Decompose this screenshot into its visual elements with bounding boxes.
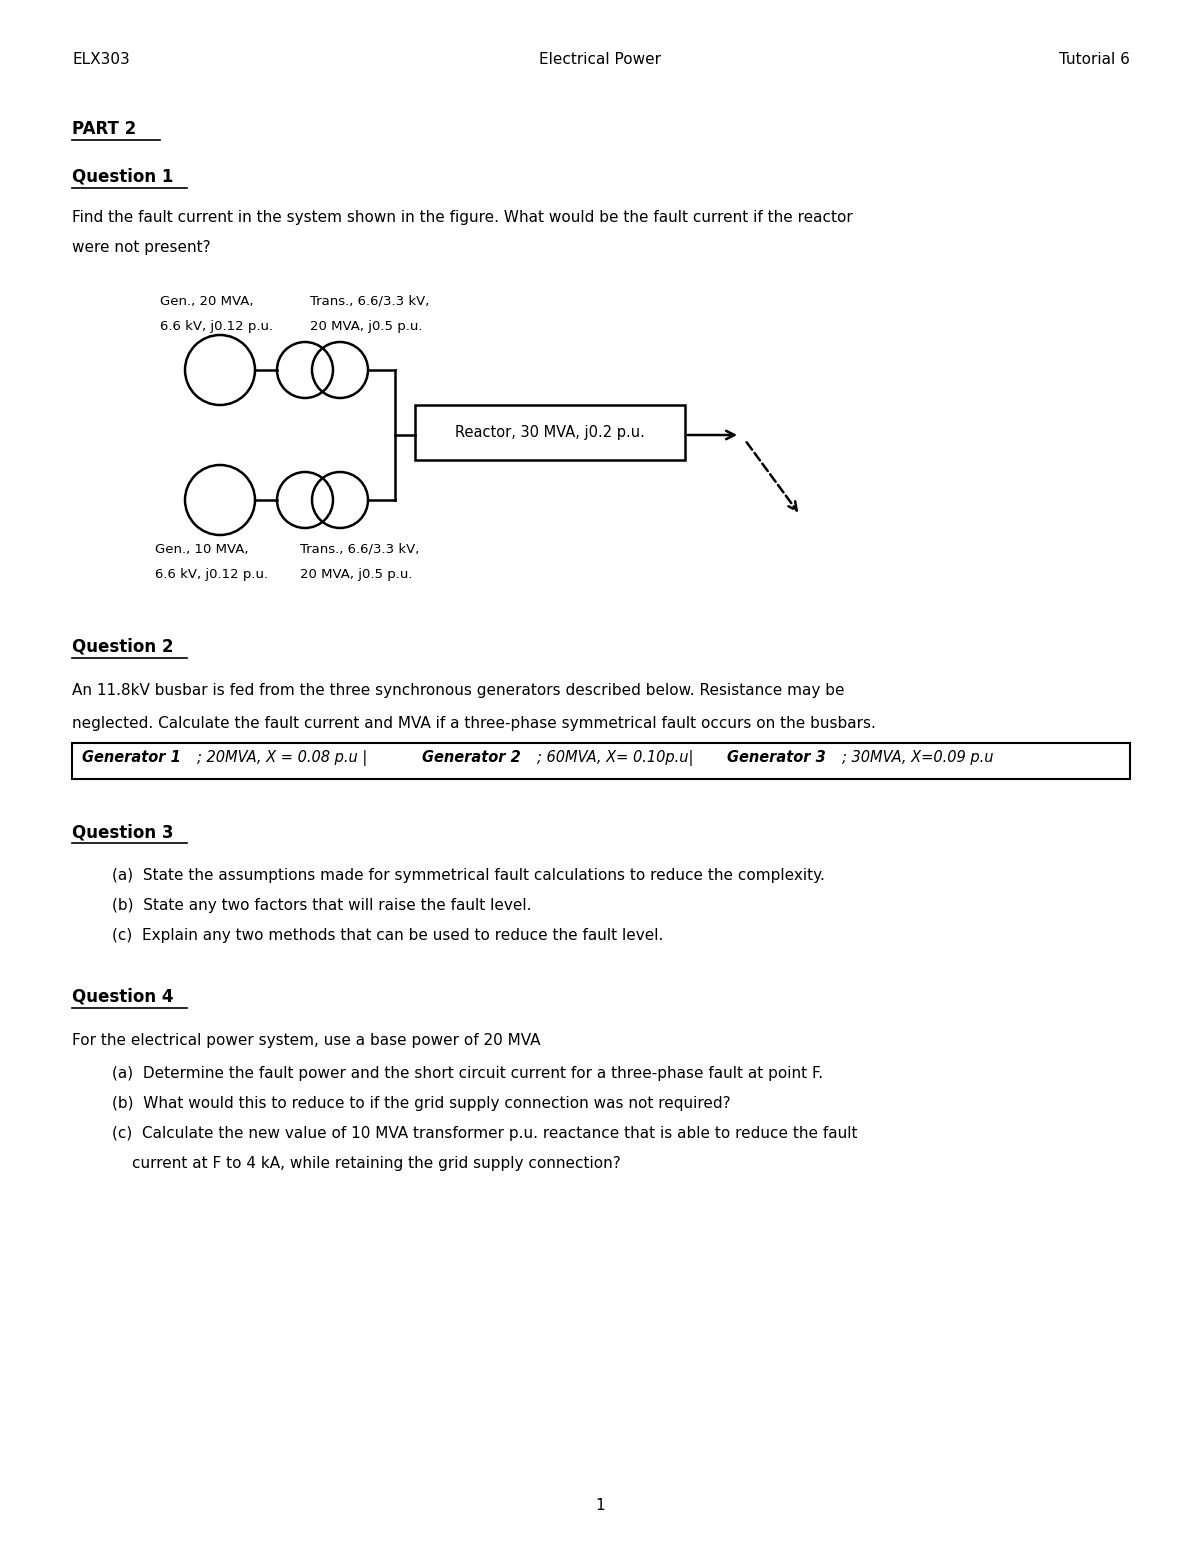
Text: (a)  Determine the fault power and the short circuit current for a three-phase f: (a) Determine the fault power and the sh…	[112, 1065, 823, 1081]
Text: 6.6 kV, j0.12 p.u.: 6.6 kV, j0.12 p.u.	[160, 320, 274, 332]
Text: (a)  State the assumptions made for symmetrical fault calculations to reduce the: (a) State the assumptions made for symme…	[112, 868, 824, 884]
Text: Trans., 6.6/3.3 kV,: Trans., 6.6/3.3 kV,	[300, 544, 419, 556]
Text: current at F to 4 kA, while retaining the grid supply connection?: current at F to 4 kA, while retaining th…	[132, 1155, 620, 1171]
Text: (b)  What would this to reduce to if the grid supply connection was not required: (b) What would this to reduce to if the …	[112, 1096, 731, 1110]
Text: 20 MVA, j0.5 p.u.: 20 MVA, j0.5 p.u.	[300, 568, 413, 581]
Text: Question 1: Question 1	[72, 168, 173, 186]
Text: ; 30MVA, X=0.09 p.u: ; 30MVA, X=0.09 p.u	[842, 750, 994, 766]
Text: (c)  Calculate the new value of 10 MVA transformer p.u. reactance that is able t: (c) Calculate the new value of 10 MVA tr…	[112, 1126, 858, 1141]
Text: Question 3: Question 3	[72, 823, 174, 842]
Text: neglected. Calculate the fault current and MVA if a three-phase symmetrical faul: neglected. Calculate the fault current a…	[72, 716, 876, 731]
Text: Electrical Power: Electrical Power	[539, 51, 661, 67]
Text: Gen., 10 MVA,: Gen., 10 MVA,	[155, 544, 248, 556]
Text: 1: 1	[595, 1499, 605, 1513]
Text: Gen., 20 MVA,: Gen., 20 MVA,	[160, 295, 253, 307]
Text: An 11.8kV busbar is fed from the three synchronous generators described below. R: An 11.8kV busbar is fed from the three s…	[72, 683, 845, 697]
Text: Find the fault current in the system shown in the figure. What would be the faul: Find the fault current in the system sho…	[72, 210, 853, 225]
Text: ELX303: ELX303	[72, 51, 130, 67]
Text: 20 MVA, j0.5 p.u.: 20 MVA, j0.5 p.u.	[310, 320, 422, 332]
Text: were not present?: were not present?	[72, 241, 211, 255]
Text: For the electrical power system, use a base power of 20 MVA: For the electrical power system, use a b…	[72, 1033, 540, 1048]
Text: ; 60MVA, X= 0.10p.u|: ; 60MVA, X= 0.10p.u|	[538, 750, 694, 766]
Text: Generator 3: Generator 3	[727, 750, 826, 766]
Text: Generator 1: Generator 1	[82, 750, 181, 766]
Text: Question 4: Question 4	[72, 988, 174, 1006]
Text: Question 2: Question 2	[72, 638, 174, 655]
Text: Generator 2: Generator 2	[422, 750, 521, 766]
Text: (b)  State any two factors that will raise the fault level.: (b) State any two factors that will rais…	[112, 898, 532, 913]
Text: Tutorial 6: Tutorial 6	[1060, 51, 1130, 67]
Text: 6.6 kV, j0.12 p.u.: 6.6 kV, j0.12 p.u.	[155, 568, 268, 581]
Bar	[415, 405, 685, 460]
Text: ; 20MVA, X = 0.08 p.u |: ; 20MVA, X = 0.08 p.u |	[197, 750, 367, 766]
Text: (c)  Explain any two methods that can be used to reduce the fault level.: (c) Explain any two methods that can be …	[112, 929, 664, 943]
Text: Trans., 6.6/3.3 kV,: Trans., 6.6/3.3 kV,	[310, 295, 430, 307]
Bar	[72, 742, 1130, 780]
Text: Reactor, 30 MVA, j0.2 p.u.: Reactor, 30 MVA, j0.2 p.u.	[455, 426, 644, 439]
Text: PART 2: PART 2	[72, 120, 137, 138]
